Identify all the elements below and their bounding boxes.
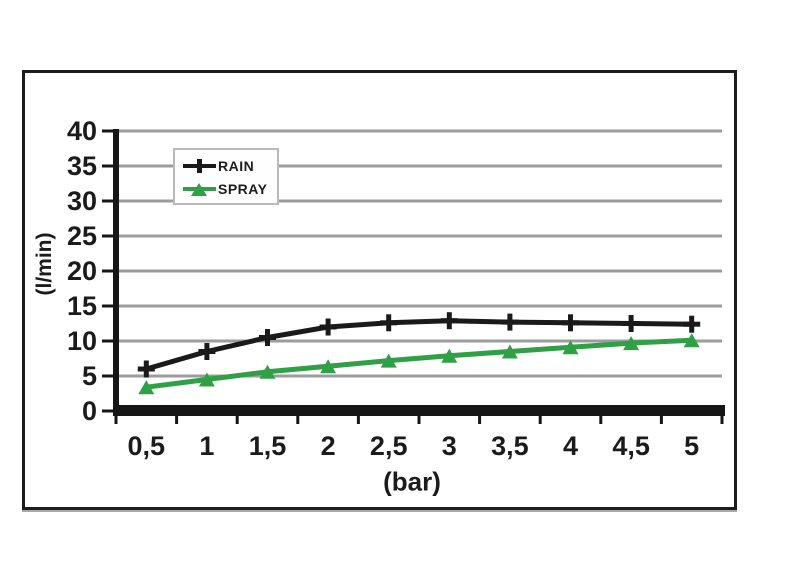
spray-series-marker-icon [183,180,216,198]
data-point-rain [440,318,458,324]
y-tick-label: 10 [67,326,97,356]
data-point-spray [320,359,337,374]
data-point-spray [501,344,518,359]
data-point-spray [683,333,700,348]
x-tick-label: 4 [563,431,578,461]
y-tick-label: 40 [67,116,97,146]
x-tick-label: 1 [199,431,214,461]
data-point-rain [319,324,337,330]
x-axis-title: (bar) [383,466,441,497]
rain-series-marker-icon [183,157,216,175]
x-axis-line [113,405,725,416]
data-point-rain [622,321,640,326]
y-tick-label: 25 [67,221,97,251]
y-tick-label: 35 [67,151,97,181]
data-point-spray [441,348,458,363]
y-tick-label: 0 [82,396,97,426]
data-point-rain [137,366,155,372]
data-point-rain [683,321,701,327]
legend: RAIN SPRAY [173,148,279,205]
data-point-rain [501,319,519,325]
data-point-spray [198,372,215,387]
x-tick-label: 1,5 [249,431,287,461]
x-tick-label: 2 [321,431,336,461]
data-point-rain [562,320,579,326]
legend-label-spray: SPRAY [218,181,268,197]
data-point-rain [198,349,216,354]
x-tick-label: 0,5 [128,431,166,461]
y-axis-title: (l/min) [33,232,56,296]
series-line-rain [143,318,695,372]
data-point-rain [380,320,398,326]
y-tick-label: 5 [82,361,97,391]
data-point-rain [259,335,276,340]
x-tick-label: 3 [442,431,457,461]
data-point-spray [562,340,579,355]
legend-item-spray: SPRAY [183,178,273,200]
chart-frame [22,70,737,510]
legend-label-rain: RAIN [218,158,255,174]
legend-item-rain: RAIN [183,155,273,177]
data-point-spray [138,380,155,395]
series-line-spray [143,337,695,390]
x-tick-label: 2,5 [370,431,408,461]
x-tick-label: 4,5 [612,431,650,461]
data-point-spray [623,336,640,351]
x-tick-label: 3,5 [491,431,529,461]
y-tick-label: 15 [67,291,97,321]
data-point-spray [380,353,397,368]
y-tick-label: 20 [67,256,97,286]
y-tick-label: 30 [67,186,97,216]
x-tick-label: 5 [684,431,699,461]
data-point-spray [259,364,276,379]
